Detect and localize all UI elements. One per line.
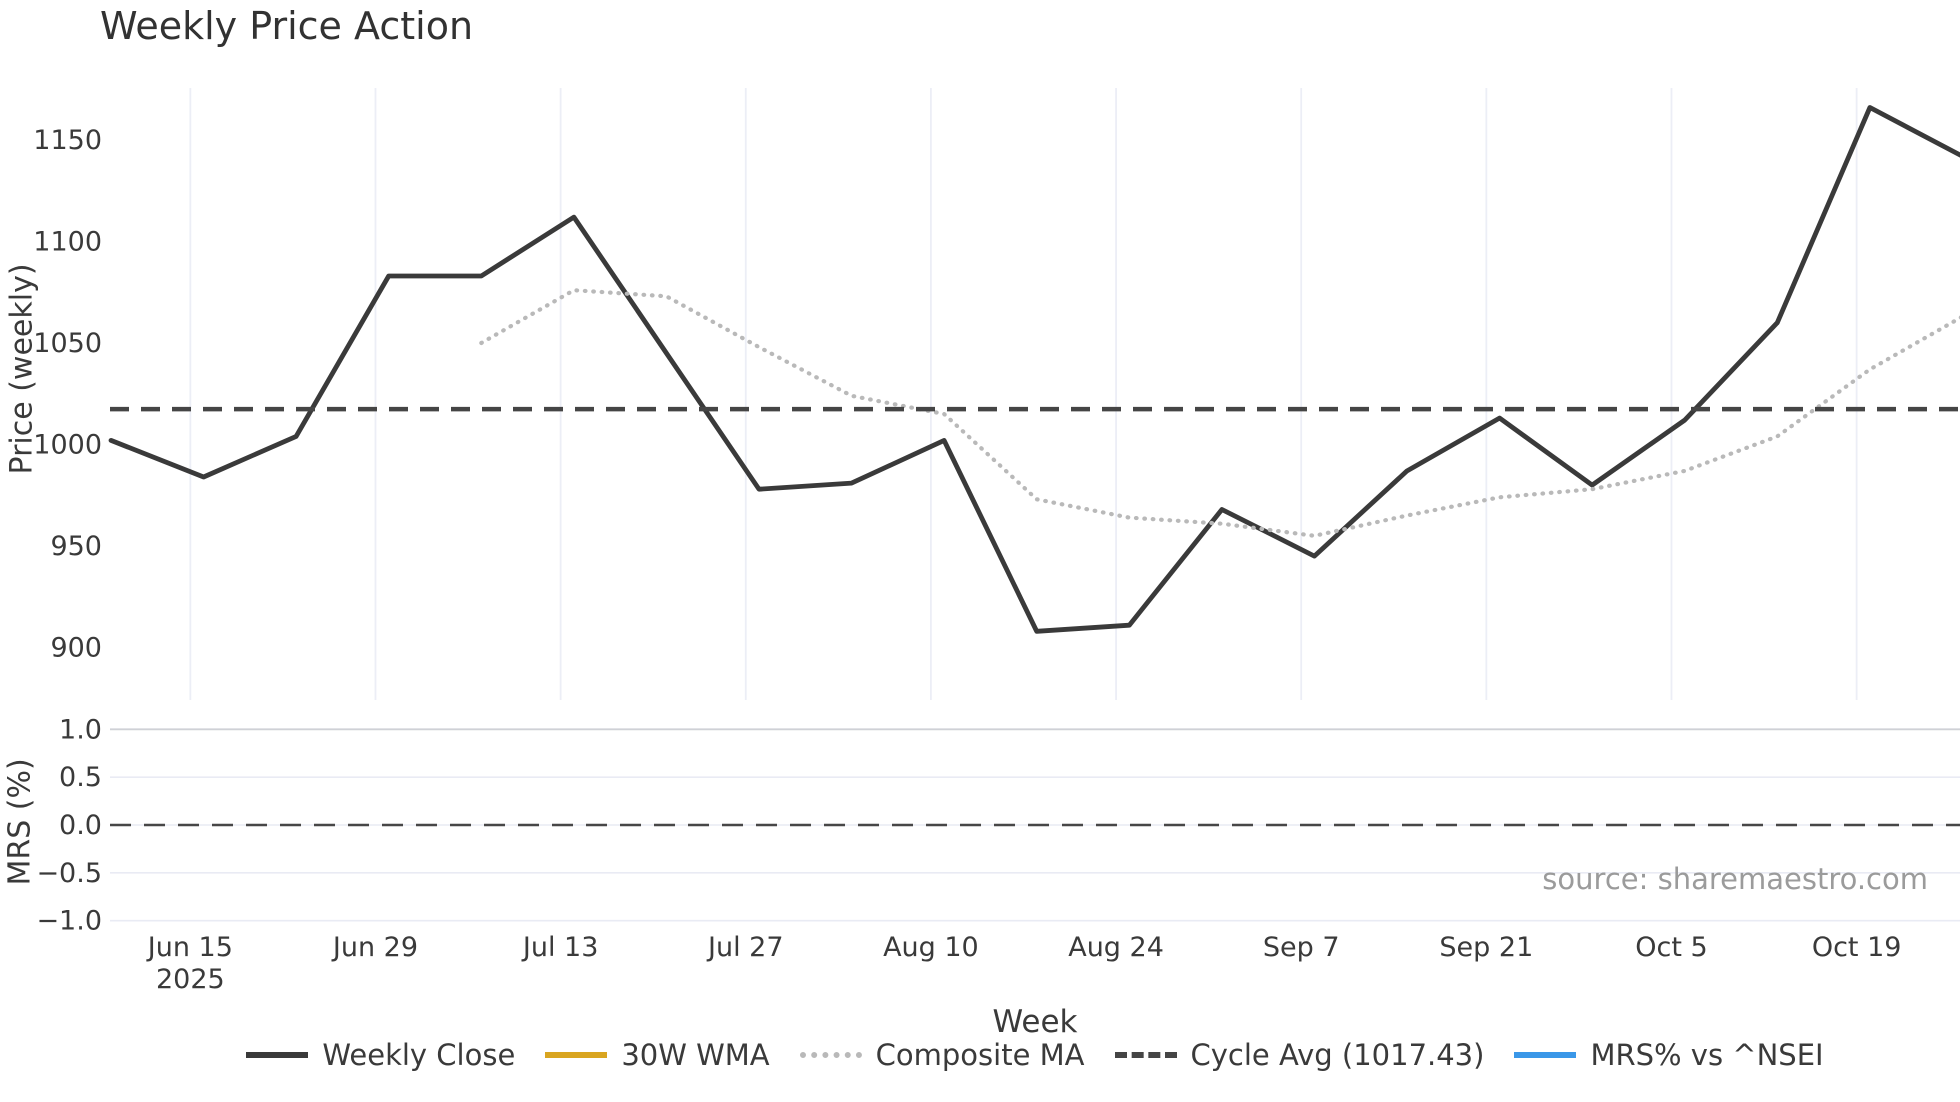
weekly-close-line — [108, 105, 1960, 634]
mrs-tick-label: −0.5 — [36, 858, 102, 889]
price-tick-label: 1000 — [33, 430, 102, 461]
legend-label: Weekly Close — [322, 1038, 516, 1072]
legend-label: Cycle Avg (1017.43) — [1190, 1038, 1485, 1072]
x-tick-label: Jul 27 — [706, 932, 784, 963]
mrs-tick-label: −1.0 — [36, 906, 102, 937]
x-tick-label: Sep 21 — [1439, 932, 1533, 963]
price-tick-label: 1150 — [33, 125, 102, 156]
chart-title: Weekly Price Action — [100, 4, 474, 48]
x-tick-label: Aug 10 — [883, 932, 979, 963]
x-tick-label: Oct 19 — [1812, 932, 1902, 963]
composite-ma-line — [479, 288, 1960, 538]
price-tick-label: 950 — [50, 531, 102, 562]
legend-item-weekly-close: Weekly Close — [246, 1038, 515, 1072]
x-axis-label: Week — [992, 1004, 1078, 1040]
price-tick-label: 1100 — [33, 227, 102, 258]
x-tick-label: Sep 7 — [1263, 932, 1340, 963]
legend-item-cycle-avg-1017-43-: Cycle Avg (1017.43) — [1114, 1038, 1485, 1072]
x-tick-label: Oct 5 — [1635, 932, 1707, 963]
legend-swatch — [545, 1052, 608, 1058]
price-tick-label: 1050 — [33, 328, 102, 359]
legend-swatch — [246, 1052, 309, 1058]
x-tick-label: Jun 15 — [146, 932, 233, 963]
legend-label: MRS% vs ^NSEI — [1590, 1038, 1824, 1072]
x-tick-label: Aug 24 — [1068, 932, 1164, 963]
x-tick-label: Jun 29 — [331, 932, 418, 963]
legend-item-composite-ma: Composite MA — [799, 1038, 1085, 1072]
legend-swatch — [1114, 1052, 1177, 1058]
legend-item-mrs-vs-nsei: MRS% vs ^NSEI — [1514, 1038, 1824, 1072]
x-tick-label: Jul 13 — [521, 932, 599, 963]
x-tick-year-label: 2025 — [156, 964, 225, 995]
legend-swatch — [1514, 1052, 1577, 1058]
legend-swatch — [799, 1052, 862, 1058]
mrs-tick-label: 0.5 — [59, 762, 102, 793]
legend: Weekly Close 30W WMA Composite MA Cycle Avg… — [110, 1038, 1960, 1072]
legend-label: 30W WMA — [621, 1038, 770, 1072]
price-tick-label: 900 — [50, 633, 102, 664]
mrs-tick-label: 0.0 — [59, 810, 102, 841]
source-note: source: sharemaestro.com — [1542, 862, 1928, 896]
legend-label: Composite MA — [875, 1038, 1085, 1072]
legend-item-30w-wma: 30W WMA — [545, 1038, 770, 1072]
mrs-tick-label: 1.0 — [59, 714, 102, 745]
